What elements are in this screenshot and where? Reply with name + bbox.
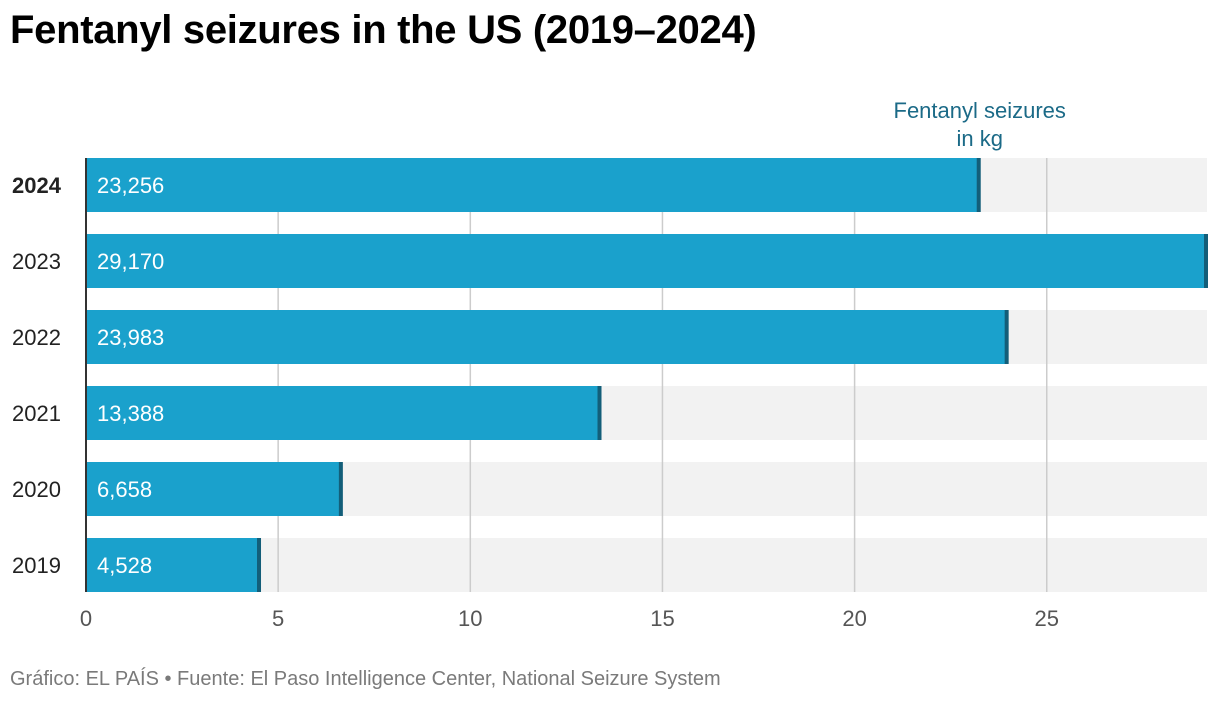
bar-value-label: 4,528 <box>97 553 152 578</box>
x-tick-label: 25 <box>1035 606 1059 631</box>
x-tick-label: 15 <box>650 606 674 631</box>
annotation-line: Fentanyl seizures <box>894 98 1066 123</box>
category-label: 2023 <box>12 249 61 274</box>
annotation-label: Fentanyl seizures in kg <box>894 98 1066 151</box>
bar-end-marker <box>1004 310 1009 364</box>
bar <box>86 158 980 212</box>
x-tick-label: 5 <box>272 606 284 631</box>
bar <box>86 462 342 516</box>
x-tick-label: 0 <box>80 606 92 631</box>
annotation-line: in kg <box>956 126 1002 151</box>
category-label: 2024 <box>12 173 62 198</box>
bar-value-label: 6,658 <box>97 477 152 502</box>
source-note: Gráfico: EL PAÍS • Fuente: El Paso Intel… <box>10 668 721 690</box>
bar-end-marker <box>597 386 602 440</box>
category-label: 2019 <box>12 553 61 578</box>
bar <box>86 538 261 592</box>
bar-end-marker <box>338 462 343 516</box>
bar-end-marker <box>257 538 262 592</box>
bar <box>86 310 1008 364</box>
bar <box>86 234 1207 288</box>
category-label: 2022 <box>12 325 61 350</box>
bar-value-label: 23,256 <box>97 173 164 198</box>
x-tick-label: 10 <box>458 606 482 631</box>
bar-value-label: 13,388 <box>97 401 164 426</box>
x-tick-label: 20 <box>842 606 866 631</box>
bar-value-label: 23,983 <box>97 325 164 350</box>
bar-value-label: 29,170 <box>97 249 164 274</box>
bar <box>86 386 601 440</box>
bar-end-marker <box>1204 234 1208 288</box>
chart-title: Fentanyl seizures in the US (2019–2024) <box>10 8 757 52</box>
category-label: 2021 <box>12 401 61 426</box>
category-label: 2020 <box>12 477 61 502</box>
bar-end-marker <box>976 158 981 212</box>
bar-track <box>86 538 1207 592</box>
